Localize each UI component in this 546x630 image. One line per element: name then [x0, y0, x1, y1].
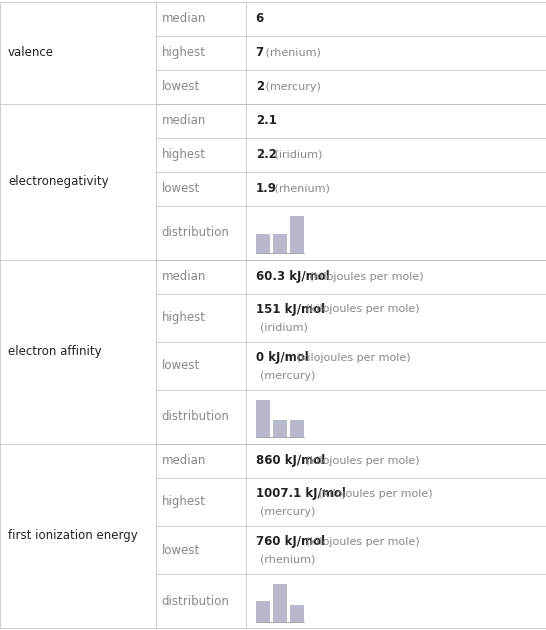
Text: 6: 6 [256, 13, 264, 25]
Text: highest: highest [162, 495, 206, 508]
Text: distribution: distribution [162, 411, 229, 423]
Text: median: median [162, 454, 206, 467]
Text: (iridium): (iridium) [260, 323, 307, 333]
Bar [290, 420, 304, 437]
Text: (kilojoules per mole): (kilojoules per mole) [302, 455, 419, 466]
Bar [290, 215, 304, 253]
Bar [256, 234, 270, 253]
Text: electron affinity: electron affinity [8, 345, 102, 358]
Text: (kilojoules per mole): (kilojoules per mole) [302, 304, 419, 314]
Text: (rhenium): (rhenium) [262, 48, 321, 58]
Text: 760 kJ/mol: 760 kJ/mol [256, 536, 325, 549]
Text: (kilojoules per mole): (kilojoules per mole) [293, 353, 411, 363]
Bar [256, 400, 270, 437]
Text: median: median [162, 270, 206, 283]
Text: highest: highest [162, 149, 206, 161]
Text: distribution: distribution [162, 595, 229, 608]
Bar [272, 420, 287, 437]
Text: 1.9: 1.9 [256, 183, 277, 195]
Text: 0 kJ/mol: 0 kJ/mol [256, 352, 308, 364]
Text: (rhenium): (rhenium) [271, 184, 330, 194]
Text: (mercury): (mercury) [262, 82, 321, 92]
Text: (kilojoules per mole): (kilojoules per mole) [315, 489, 433, 499]
Text: (mercury): (mercury) [260, 507, 315, 517]
Text: 151 kJ/mol: 151 kJ/mol [256, 303, 325, 316]
Bar [272, 584, 287, 622]
Text: electronegativity: electronegativity [8, 175, 109, 188]
Text: lowest: lowest [162, 81, 200, 93]
Text: (mercury): (mercury) [260, 370, 315, 381]
Text: valence: valence [8, 47, 54, 59]
Text: distribution: distribution [162, 226, 229, 239]
Text: (iridium): (iridium) [271, 150, 322, 160]
Text: (rhenium): (rhenium) [260, 555, 315, 565]
Text: median: median [162, 115, 206, 127]
Text: lowest: lowest [162, 183, 200, 195]
Bar [290, 605, 304, 622]
Text: 2.1: 2.1 [256, 115, 277, 127]
Text: 2.2: 2.2 [256, 149, 277, 161]
Text: 2: 2 [256, 81, 264, 93]
Text: highest: highest [162, 311, 206, 324]
Text: median: median [162, 13, 206, 25]
Text: 1007.1 kJ/mol: 1007.1 kJ/mol [256, 487, 346, 500]
Text: lowest: lowest [162, 360, 200, 372]
Text: lowest: lowest [162, 544, 200, 557]
Text: first ionization energy: first ionization energy [8, 529, 138, 542]
Bar [256, 601, 270, 622]
Text: 860 kJ/mol: 860 kJ/mol [256, 454, 325, 467]
Bar [272, 234, 287, 253]
Text: (kilojoules per mole): (kilojoules per mole) [302, 537, 419, 547]
Text: highest: highest [162, 47, 206, 59]
Text: (kilojoules per mole): (kilojoules per mole) [306, 272, 424, 282]
Text: 7: 7 [256, 47, 264, 59]
Text: 60.3 kJ/mol: 60.3 kJ/mol [256, 270, 329, 283]
